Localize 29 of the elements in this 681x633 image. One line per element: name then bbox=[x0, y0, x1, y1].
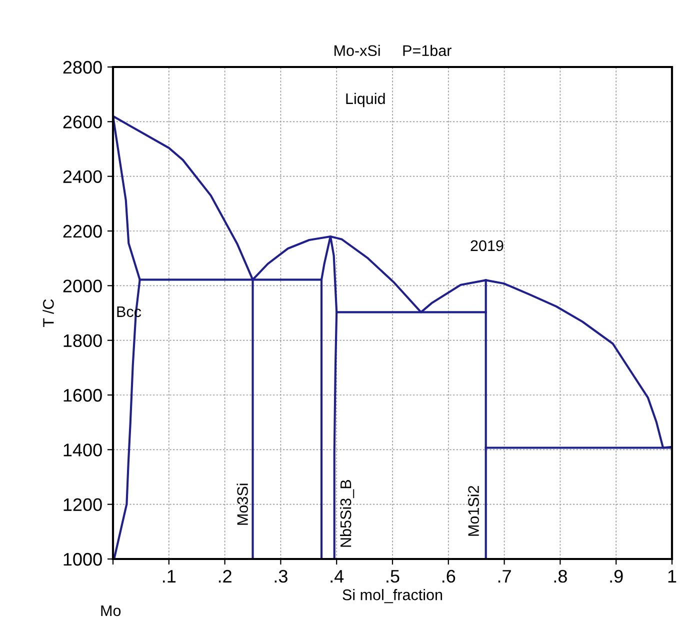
annotation: Mo1Si2 bbox=[468, 486, 479, 536]
y-tick-label: 2800 bbox=[63, 60, 102, 74]
text: Mo bbox=[101, 605, 121, 616]
annotation: Nb5Si3_B bbox=[340, 480, 354, 547]
y-tick-label: 1200 bbox=[64, 498, 102, 512]
x-tick-label: .1 bbox=[163, 570, 176, 582]
annotation: 2019 bbox=[470, 240, 504, 252]
annotation: Liquid bbox=[346, 92, 385, 108]
x-tick-label: .5 bbox=[386, 570, 400, 583]
y-tick-label: 2400 bbox=[63, 170, 102, 184]
y-tick-label: 2600 bbox=[63, 116, 102, 128]
y-tick-label: 1400 bbox=[64, 444, 102, 456]
y-axis-title: T /C bbox=[42, 299, 54, 327]
x-tick-label: 1 bbox=[668, 570, 676, 582]
x-tick-label: .8 bbox=[554, 570, 567, 583]
y-tick-label: 2000 bbox=[63, 280, 102, 292]
x-axis-title: Si mol_fraction bbox=[342, 589, 442, 604]
x-tick-label: .6 bbox=[442, 570, 456, 583]
x-tick-label: .2 bbox=[218, 570, 232, 582]
annotation: Mo3Si bbox=[236, 484, 248, 525]
x-tick-label: .7 bbox=[498, 570, 511, 582]
chart-title: Mo-xSi P=1bar bbox=[334, 44, 452, 56]
y-tick-label: 1600 bbox=[64, 388, 102, 402]
x-tick-label: .9 bbox=[610, 570, 623, 583]
x-tick-label: .3 bbox=[274, 570, 288, 583]
y-tick-label: 1000 bbox=[64, 552, 102, 566]
x-tick-label: .4 bbox=[330, 570, 344, 582]
y-tick-label: 2200 bbox=[63, 224, 102, 238]
y-tick-label: 1800 bbox=[64, 334, 102, 348]
